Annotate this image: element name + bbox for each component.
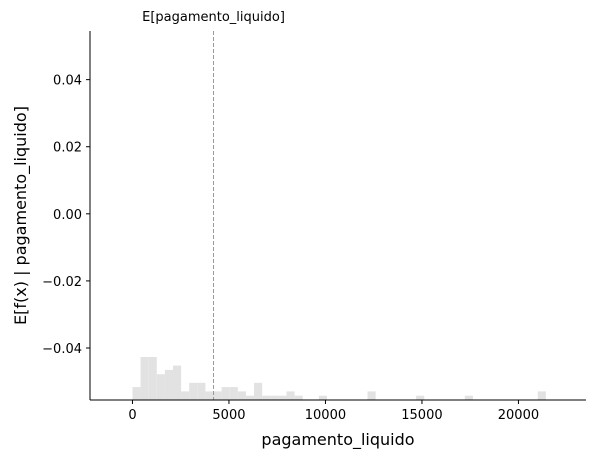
histogram-bar <box>156 374 165 400</box>
y-tick-label: 0.04 <box>53 74 82 89</box>
histogram-bar <box>229 387 238 400</box>
y-axis-label: E[f(x) | pagamento_liquido] <box>11 106 31 325</box>
histogram-bar <box>367 391 376 400</box>
histogram-bar <box>197 382 206 400</box>
histogram-bar <box>286 391 295 400</box>
histogram-bar <box>164 369 173 400</box>
y-ticks: 0.04 0.02 0.00 −0.02 −0.04 <box>42 74 90 357</box>
y-tick-label: −0.02 <box>42 275 82 290</box>
histogram-bar <box>416 395 425 400</box>
histogram-bar <box>148 357 157 400</box>
y-tick-label: 0.00 <box>53 208 82 223</box>
histogram-bar <box>181 391 190 400</box>
x-ticks: 0 5000 10000 15000 20000 <box>128 400 539 423</box>
x-tick-label: 20000 <box>498 408 539 423</box>
y-tick-label: 0.02 <box>53 141 82 156</box>
histogram-bar <box>294 395 303 400</box>
histogram <box>132 357 546 400</box>
histogram-bar <box>237 391 246 400</box>
histogram-bar <box>318 395 327 400</box>
histogram-bar <box>221 387 230 400</box>
histogram-bar <box>262 395 271 400</box>
histogram-bar <box>205 391 214 400</box>
histogram-bar <box>270 395 279 400</box>
x-tick-label: 10000 <box>305 408 346 423</box>
histogram-bar <box>254 382 263 400</box>
histogram-bar <box>132 387 141 400</box>
mean-label: E[pagamento_liquido] <box>142 10 285 25</box>
histogram-bar <box>245 395 255 400</box>
histogram-bar <box>537 391 546 400</box>
x-tick-label: 15000 <box>401 408 442 423</box>
histogram-bar <box>213 391 222 400</box>
histogram-bar <box>278 395 287 400</box>
x-tick-label: 0 <box>128 408 136 423</box>
histogram-bar <box>189 382 198 400</box>
histogram-bar <box>140 357 149 400</box>
x-axis-label: pagamento_liquido <box>261 430 414 450</box>
histogram-bar <box>172 365 182 400</box>
x-tick-label: 5000 <box>212 408 245 423</box>
y-tick-label: −0.04 <box>42 342 82 357</box>
histogram-bar <box>464 395 473 400</box>
